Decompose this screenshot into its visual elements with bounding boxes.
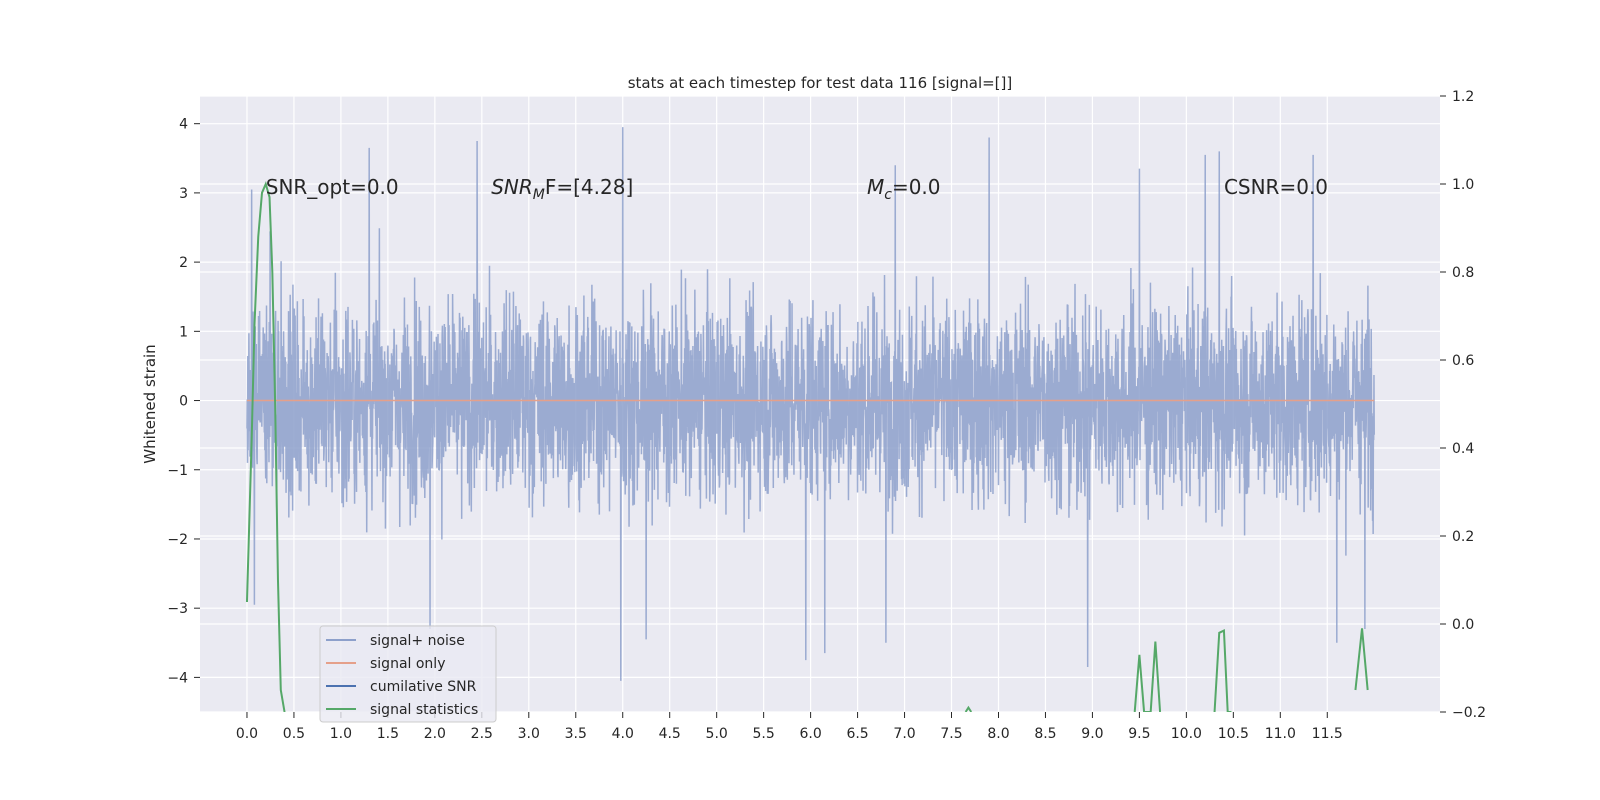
legend: signal+ noise signal only cumilative SNR si… (319, 625, 497, 723)
y-tick-label: −1 (167, 463, 188, 479)
x-tick-label: 1.5 (377, 726, 399, 742)
y-axis-right: 1.2 1.0 0.8 0.6 0.4 0.2 0.0 −0.2 (1440, 89, 1486, 721)
x-tick-label: 0.0 (236, 726, 258, 742)
annotation-rest: =0.0 (892, 175, 941, 199)
x-tick-label: 3.0 (518, 726, 540, 742)
chart-title: stats at each timestep for test data 116… (628, 74, 1013, 92)
series-signal-statistics-line (245, 181, 286, 712)
y-tick-label: 1 (179, 324, 188, 340)
x-tick-label: 4.0 (612, 726, 634, 742)
annotation-main: M (867, 175, 884, 199)
legend-label: signal only (370, 656, 445, 672)
legend-label: cumilative SNR (370, 679, 477, 695)
x-tick-label: 9.0 (1081, 726, 1103, 742)
series-signal-statistics-line (1354, 628, 1369, 691)
x-tick-label: 4.5 (659, 726, 681, 742)
series-signal-noise-line (246, 127, 1375, 681)
y-axis-left: 4 3 2 1 0 −1 −2 −3 −4 (167, 117, 200, 686)
legend-label: signal+ noise (370, 633, 465, 649)
y-tick-label: −4 (167, 670, 188, 686)
y2-tick-label: 1.0 (1452, 177, 1474, 193)
annotation-1: SNRMF=[4.28] (491, 175, 633, 203)
annotation-subscript: c (884, 187, 892, 203)
y2-tick-label: 0.2 (1452, 529, 1474, 545)
y2-tick-label: −0.2 (1452, 705, 1486, 721)
y-tick-label: 4 (179, 117, 188, 133)
x-tick-label: 2.0 (424, 726, 446, 742)
y-tick-label: −3 (167, 601, 188, 617)
x-tick-label: 9.5 (1128, 726, 1150, 742)
x-tick-label: 11.0 (1265, 726, 1296, 742)
x-tick-label: 10.0 (1171, 726, 1202, 742)
series-signal-statistics-line (1133, 641, 1162, 712)
x-tick-label: 10.5 (1218, 726, 1249, 742)
x-tick-label: 6.5 (846, 726, 868, 742)
x-tick-label: 6.0 (799, 726, 821, 742)
annotation-rest: F=[4.28] (545, 175, 633, 199)
x-tick-label: 3.5 (565, 726, 587, 742)
x-tick-label: 0.5 (283, 726, 305, 742)
y2-tick-label: 0.6 (1452, 353, 1474, 369)
y2-tick-label: 0.4 (1452, 441, 1474, 457)
y-axis-label: Whitened strain (141, 344, 159, 463)
x-axis: 0.0 0.5 1.0 1.5 2.0 2.5 3.0 3.5 4.0 4.5 5.0 5.5 6.0 6… (236, 712, 1343, 742)
x-tick-label: 1.0 (330, 726, 352, 742)
y-tick-label: 2 (179, 255, 188, 271)
legend-label: signal statistics (370, 702, 478, 718)
y-tick-label: 0 (179, 394, 188, 410)
annotations: SNR_opt=0.0 SNRMF=[4.28] Mc=0.0 CSNR=0.0 (266, 175, 1328, 203)
y-tick-label: 3 (179, 186, 188, 202)
annotation-0: SNR_opt=0.0 (266, 175, 399, 199)
x-tick-label: 7.0 (893, 726, 915, 742)
x-tick-label: 5.0 (706, 726, 728, 742)
x-tick-label: 2.5 (471, 726, 493, 742)
series-signal-statistics-line (1213, 629, 1232, 712)
x-tick-label: 8.5 (1034, 726, 1056, 742)
annotation-main: SNR (491, 175, 533, 199)
y2-tick-label: 1.2 (1452, 89, 1474, 105)
x-tick-label: 11.5 (1312, 726, 1343, 742)
y-tick-label: −2 (167, 532, 188, 548)
y2-tick-label: 0.0 (1452, 617, 1474, 633)
annotation-2: Mc=0.0 (867, 175, 941, 203)
series-signal-statistics-line (964, 705, 973, 712)
annotation-3: CSNR=0.0 (1224, 175, 1328, 199)
x-tick-label: 7.5 (940, 726, 962, 742)
y2-tick-label: 0.8 (1452, 265, 1474, 281)
x-tick-label: 5.5 (753, 726, 775, 742)
legend-box (319, 625, 497, 723)
x-tick-label: 8.0 (987, 726, 1009, 742)
series-layer (245, 127, 1375, 712)
annotation-subscript: M (533, 187, 545, 203)
